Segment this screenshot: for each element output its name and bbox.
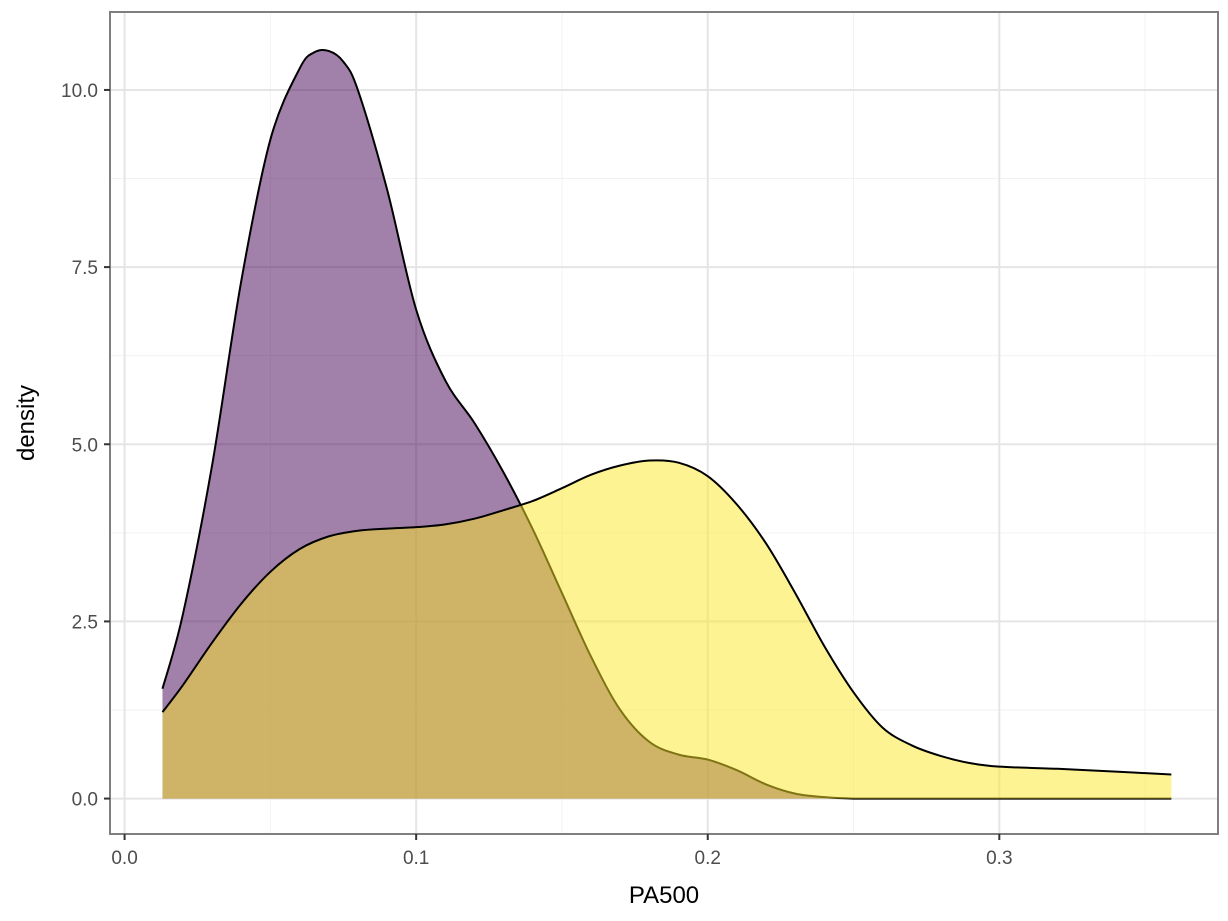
- x-axis-title: PA500: [629, 882, 699, 909]
- y-tick-label: 2.5: [72, 612, 98, 633]
- axes: 0.0 0.1 0.2 0.3 0.0 2.5 5.0 7.5 10.0: [61, 81, 1013, 869]
- y-axis-title: density: [13, 385, 40, 461]
- x-tick-label: 0.0: [111, 848, 137, 869]
- density-series: [161, 48, 1172, 800]
- x-tick-label: 0.2: [695, 848, 721, 869]
- x-tick-label: 0.1: [403, 848, 429, 869]
- y-tick-label: 5.0: [72, 435, 98, 456]
- y-tick-label: 10.0: [61, 81, 98, 102]
- density-area-2: [162, 460, 1172, 799]
- y-tick-label: 0.0: [72, 790, 98, 811]
- density-curve-2: [161, 459, 1172, 776]
- x-tick-label: 0.3: [986, 848, 1012, 869]
- panel-border: [109, 11, 1219, 835]
- y-tick-label: 7.5: [72, 258, 98, 279]
